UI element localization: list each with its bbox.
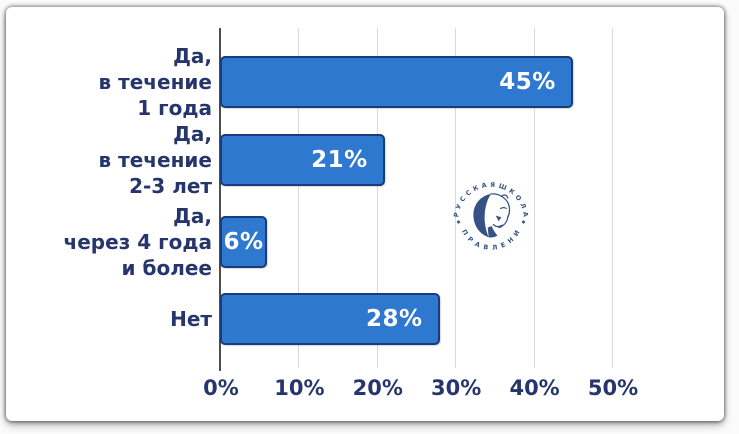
x-axis-tick-label: 0%	[203, 376, 239, 400]
category-label: Да, через 4 года и более	[63, 204, 212, 280]
x-axis-tick-label: 40%	[509, 376, 560, 400]
bar-2: 21%	[220, 134, 385, 186]
x-gridline-40	[533, 28, 535, 368]
bar-value-label: 6%	[223, 229, 264, 255]
category-label: Да, в течение 2-3 лет	[98, 122, 212, 198]
russian-school-of-management-logo-watermark: • Р У С С К А Я Ш К О Л А • У П Р А В Л …	[451, 178, 530, 252]
bar-4: 28%	[220, 293, 440, 345]
bar-3: 6%	[220, 216, 268, 268]
bar-value-label: 28%	[365, 306, 423, 332]
x-gridline-20	[376, 28, 378, 368]
bar-value-label: 21%	[311, 147, 368, 173]
x-axis-tick-label: 10%	[274, 376, 325, 400]
chart-card: 0% 10% 20% 30% 40% 50% Да, в течение 1 года 45%…	[6, 7, 724, 421]
logo-diamond-right-icon	[521, 220, 526, 224]
x-axis-tick-label: 50%	[587, 376, 639, 400]
category-label: Нет	[170, 307, 212, 331]
y-axis-line	[219, 28, 221, 371]
x-axis-tick-label: 30%	[431, 376, 482, 400]
x-axis-tick-label: 20%	[352, 376, 403, 400]
x-gridline-50	[612, 28, 613, 368]
x-gridline-10	[298, 28, 300, 368]
logo-diamond-left-icon	[456, 220, 461, 224]
logo-top-arc-text: • Р У С С К А Я Ш К О Л А •	[451, 178, 530, 220]
bar-value-label: 45%	[499, 69, 556, 95]
category-label: Да, в течение 1 года	[98, 44, 212, 120]
lion-head-icon	[473, 193, 511, 238]
x-gridline-30	[455, 28, 457, 368]
bar-1: 45%	[220, 56, 573, 108]
